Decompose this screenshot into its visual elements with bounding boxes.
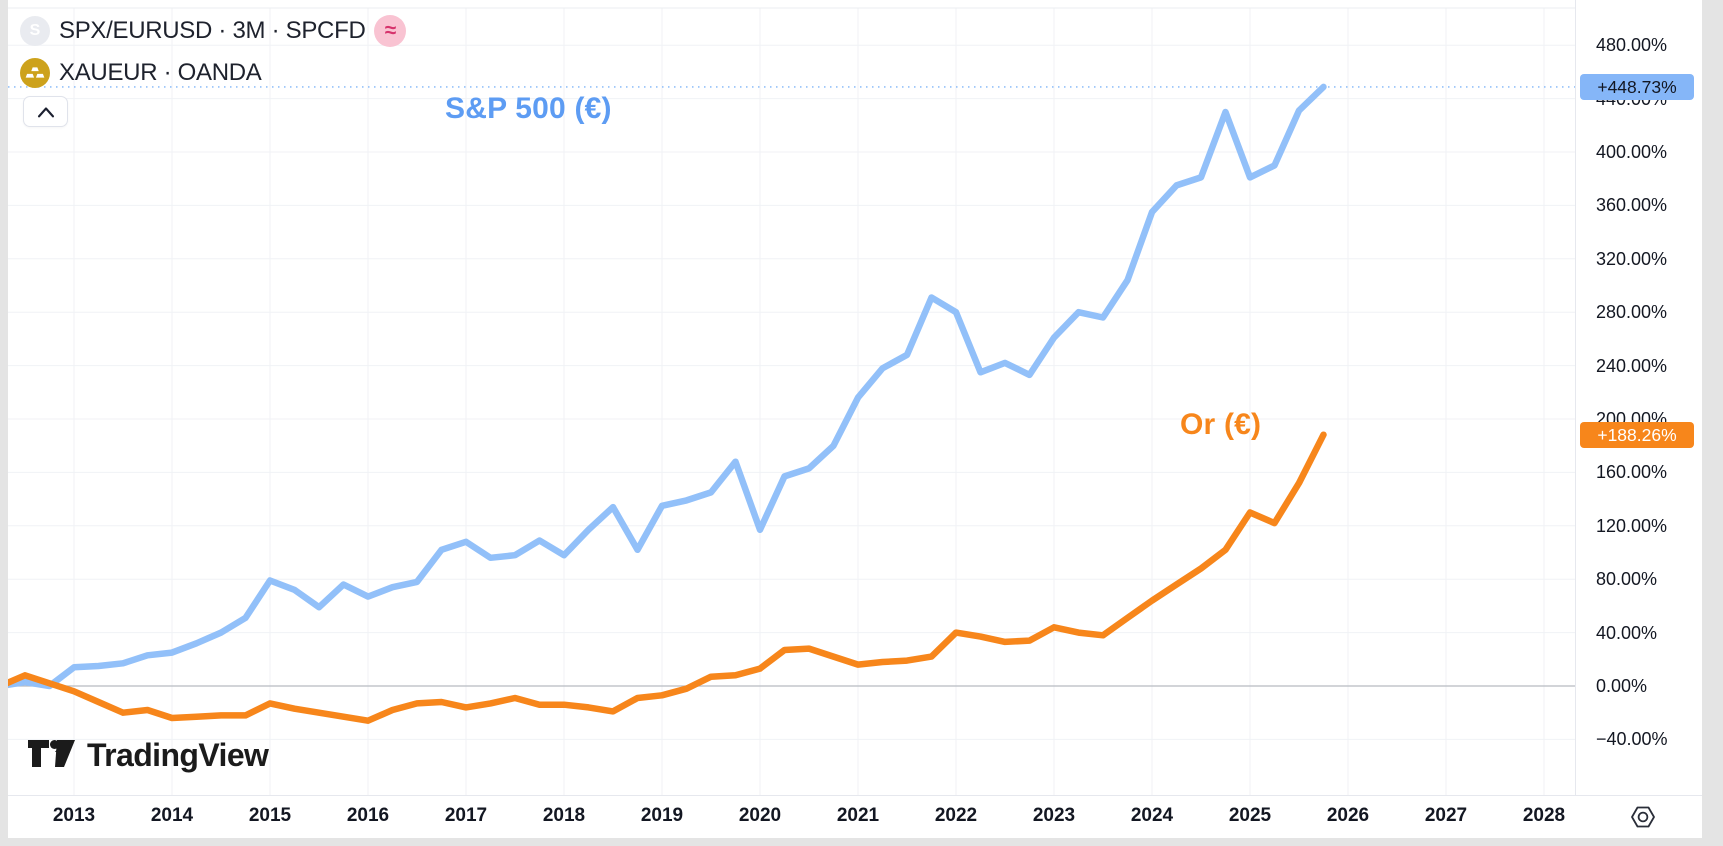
time-axis-label: 2017 — [444, 805, 488, 826]
gold-series-label: Or (€) — [1180, 408, 1262, 441]
price-axis-label: 400.00% — [1596, 142, 1668, 162]
sp500-series-label: S&P 500 (€) — [445, 92, 612, 125]
legend-collapse-button[interactable] — [23, 96, 68, 127]
time-axis-label: 2016 — [346, 805, 390, 826]
price-axis-label: 120.00% — [1596, 515, 1668, 536]
tradingview-logo[interactable]: TradingView — [28, 737, 269, 774]
time-axis-label: 2027 — [1424, 805, 1468, 826]
main-symbol-letter: S — [29, 22, 41, 39]
hexagon-settings-icon — [1631, 806, 1655, 828]
time-axis-label: 2018 — [542, 805, 586, 826]
tradingview-logo-text: TradingView — [87, 737, 269, 773]
price-axis-label: 80.00% — [1596, 569, 1658, 590]
time-axis-label: 2015 — [248, 805, 292, 826]
main-symbol-icon: S — [20, 16, 50, 46]
gold-price-badge: +188.26% — [1580, 421, 1694, 448]
price-axis-label: 480.00% — [1596, 35, 1668, 56]
time-axis-label: 2021 — [836, 805, 880, 826]
gold-line-series[interactable] — [8, 431, 1327, 724]
price-axis[interactable]: 480.00%440.00%400.00%360.00%320.00%280.0… — [1575, 0, 1702, 795]
time-axis[interactable]: 2013 2014 2015 2016 2017 2018 2019 2020 2021 2022… — [8, 795, 1702, 838]
sp500-line-series[interactable] — [8, 83, 1327, 690]
gold-bars-icon — [20, 58, 50, 88]
time-axis-label: 2014 — [150, 805, 194, 826]
price-axis-label: 40.00% — [1596, 622, 1658, 643]
time-axis-label: 2020 — [738, 805, 782, 826]
compare-symbol-title: XAUEUR · OANDA — [59, 59, 262, 86]
time-axis-label: 2025 — [1228, 805, 1272, 826]
price-chart-canvas[interactable] — [8, 0, 1702, 838]
legend-compare-symbol[interactable]: XAUEUR · OANDA — [20, 58, 262, 88]
time-axis-label: 2013 — [52, 805, 96, 826]
time-axis-label: 2019 — [640, 805, 684, 826]
price-axis-label: 0.00% — [1596, 676, 1648, 696]
price-axis-label: −40.00% — [1596, 729, 1668, 750]
chevron-up-icon — [37, 106, 54, 117]
price-axis-label: 280.00% — [1596, 302, 1668, 323]
legend-main-symbol[interactable]: S SPX/EURUSD · 3M · SPCFD ≈ — [20, 15, 407, 47]
time-axis-label: 2022 — [934, 805, 978, 826]
tradingview-mark-icon — [28, 740, 75, 767]
price-axis-label: 320.00% — [1596, 248, 1668, 269]
price-axis-label: 240.00% — [1596, 355, 1668, 376]
time-axis-label: 2023 — [1032, 805, 1076, 826]
price-axis-label: 360.00% — [1596, 195, 1668, 216]
main-symbol-title: SPX/EURUSD · 3M · SPCFD — [59, 17, 366, 44]
axis-settings-button[interactable] — [1628, 802, 1658, 832]
price-axis-label: 160.00% — [1596, 462, 1668, 483]
approximate-data-icon[interactable]: ≈ — [374, 15, 407, 47]
sp500-price-badge: +448.73% — [1580, 73, 1694, 100]
time-axis-label: 2024 — [1130, 805, 1174, 826]
approx-glyph: ≈ — [384, 19, 397, 42]
time-axis-label: 2026 — [1326, 805, 1370, 826]
time-axis-label: 2028 — [1522, 805, 1566, 826]
chart-panel: S&P 500 (€) Or (€) S SPX/EURUSD · 3M · S… — [8, 0, 1702, 838]
